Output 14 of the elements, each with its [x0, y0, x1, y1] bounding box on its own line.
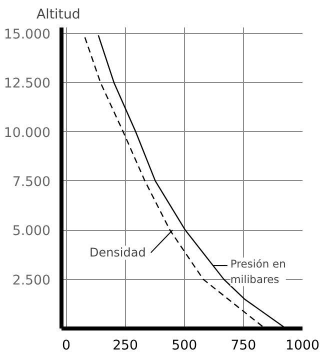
- x-tick-label: 250: [112, 338, 138, 354]
- x-tick-label: 0: [62, 338, 70, 354]
- y-tick-label: 2.500: [12, 273, 50, 288]
- y-tick-label: 12.500: [4, 76, 51, 92]
- y-tick-label: 5.000: [12, 224, 50, 240]
- y-axis-title: Altitud: [36, 8, 80, 22]
- y-tick-label: 15.000: [4, 27, 51, 42]
- annotation: Densidad: [89, 246, 146, 260]
- x-tick-label: 750: [230, 338, 256, 354]
- x-tick-label: 1000: [286, 338, 320, 354]
- y-tick-label: 10.000: [4, 126, 51, 141]
- y-tick-label: 7.500: [12, 174, 50, 190]
- x-tick-label: 500: [172, 338, 198, 354]
- annotation: Presión en milibares: [230, 258, 286, 286]
